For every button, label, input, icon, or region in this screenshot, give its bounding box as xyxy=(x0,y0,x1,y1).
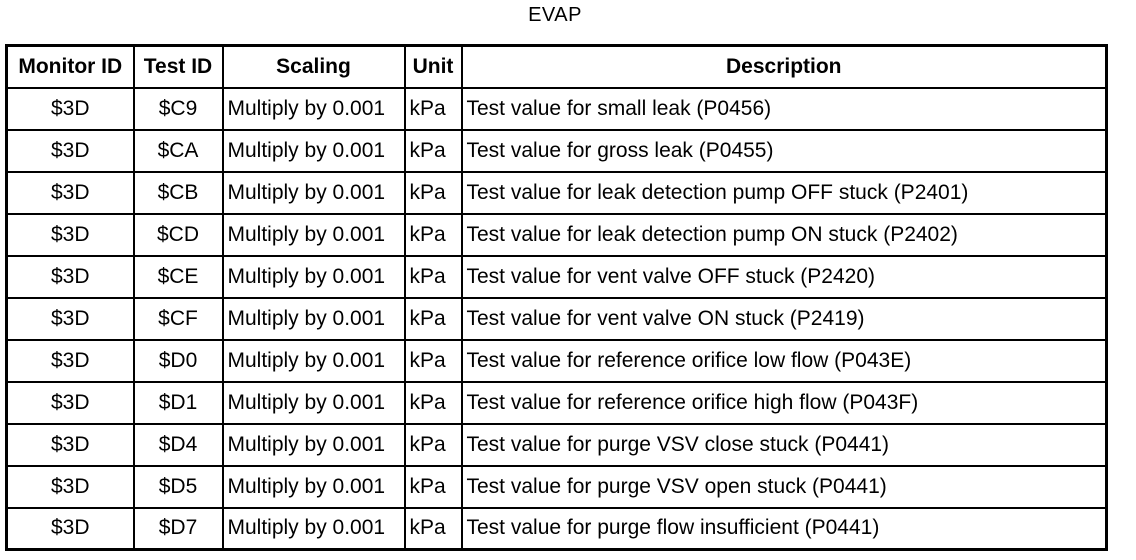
cell-test_id: $C9 xyxy=(132,86,224,131)
cell-monitor_id: $3D xyxy=(5,254,135,299)
cell-monitor_id: $3D xyxy=(5,86,135,131)
cell-unit: kPa xyxy=(403,86,463,131)
column-header-test_id: Test ID xyxy=(132,44,224,89)
cell-test_id: $D1 xyxy=(132,380,224,425)
cell-monitor_id: $3D xyxy=(5,296,135,341)
cell-test_id: $CB xyxy=(132,170,224,215)
column-header-scaling: Scaling xyxy=(221,44,406,89)
cell-scaling: Multiply by 0.001 xyxy=(221,464,406,509)
table-body: $3D $C9 Multiply by 0.001 kPa Test value for… xyxy=(5,86,1108,551)
cell-test_id: $CE xyxy=(132,254,224,299)
cell-unit: kPa xyxy=(403,380,463,425)
table-row: $3D $D1 Multiply by 0.001 kPa Test value for… xyxy=(5,380,1108,425)
cell-test_id: $D4 xyxy=(132,422,224,467)
cell-monitor_id: $3D xyxy=(5,506,135,551)
cell-monitor_id: $3D xyxy=(5,380,135,425)
cell-monitor_id: $3D xyxy=(5,464,135,509)
cell-scaling: Multiply by 0.001 xyxy=(221,506,406,551)
cell-unit: kPa xyxy=(403,254,463,299)
cell-description: Test value for small leak (P0456) xyxy=(460,86,1108,131)
cell-unit: kPa xyxy=(403,464,463,509)
cell-test_id: $D5 xyxy=(132,464,224,509)
cell-test_id: $CF xyxy=(132,296,224,341)
table-row: $3D $CF Multiply by 0.001 kPa Test value for… xyxy=(5,296,1108,341)
table-header: Monitor ID Test ID Scaling Unit Description xyxy=(5,44,1108,89)
cell-description: Test value for reference orifice low flo… xyxy=(460,338,1108,383)
cell-unit: kPa xyxy=(403,212,463,257)
table-row: $3D $D7 Multiply by 0.001 kPa Test value for… xyxy=(5,506,1108,551)
cell-scaling: Multiply by 0.001 xyxy=(221,212,406,257)
cell-scaling: Multiply by 0.001 xyxy=(221,422,406,467)
table-row: $3D $D0 Multiply by 0.001 kPa Test value for… xyxy=(5,338,1108,383)
cell-description: Test value for vent valve OFF stuck (P24… xyxy=(460,254,1108,299)
cell-unit: kPa xyxy=(403,506,463,551)
cell-scaling: Multiply by 0.001 xyxy=(221,296,406,341)
cell-monitor_id: $3D xyxy=(5,170,135,215)
cell-test_id: $CA xyxy=(132,128,224,173)
cell-scaling: Multiply by 0.001 xyxy=(221,128,406,173)
cell-monitor_id: $3D xyxy=(5,128,135,173)
table-row: $3D $CD Multiply by 0.001 kPa Test value for… xyxy=(5,212,1108,257)
table-row: $3D $CA Multiply by 0.001 kPa Test value for… xyxy=(5,128,1108,173)
table-row: $3D $D5 Multiply by 0.001 kPa Test value for… xyxy=(5,464,1108,509)
cell-description: Test value for vent valve ON stuck (P241… xyxy=(460,296,1108,341)
cell-description: Test value for leak detection pump ON st… xyxy=(460,212,1108,257)
cell-scaling: Multiply by 0.001 xyxy=(221,254,406,299)
cell-unit: kPa xyxy=(403,170,463,215)
page-title: EVAP xyxy=(528,4,582,26)
cell-test_id: $D7 xyxy=(132,506,224,551)
column-header-description: Description xyxy=(460,44,1108,89)
cell-scaling: Multiply by 0.001 xyxy=(221,338,406,383)
cell-unit: kPa xyxy=(403,338,463,383)
cell-description: Test value for gross leak (P0455) xyxy=(460,128,1108,173)
table-row: $3D $D4 Multiply by 0.001 kPa Test value for… xyxy=(5,422,1108,467)
cell-unit: kPa xyxy=(403,422,463,467)
cell-test_id: $CD xyxy=(132,212,224,257)
column-header-monitor_id: Monitor ID xyxy=(5,44,135,89)
cell-test_id: $D0 xyxy=(132,338,224,383)
cell-description: Test value for leak detection pump OFF s… xyxy=(460,170,1108,215)
cell-description: Test value for purge VSV close stuck (P0… xyxy=(460,422,1108,467)
column-header-unit: Unit xyxy=(403,44,463,89)
cell-monitor_id: $3D xyxy=(5,212,135,257)
evap-test-table: Monitor ID Test ID Scaling Unit Description … xyxy=(5,44,1108,551)
cell-description: Test value for purge VSV open stuck (P04… xyxy=(460,464,1108,509)
table-row: $3D $C9 Multiply by 0.001 kPa Test value for… xyxy=(5,86,1108,131)
cell-monitor_id: $3D xyxy=(5,422,135,467)
table-row: $3D $CB Multiply by 0.001 kPa Test value for… xyxy=(5,170,1108,215)
cell-scaling: Multiply by 0.001 xyxy=(221,380,406,425)
cell-unit: kPa xyxy=(403,296,463,341)
cell-unit: kPa xyxy=(403,128,463,173)
cell-description: Test value for reference orifice high fl… xyxy=(460,380,1108,425)
table-header-row: Monitor ID Test ID Scaling Unit Description xyxy=(5,44,1108,89)
cell-description: Test value for purge flow insufficient (… xyxy=(460,506,1108,551)
cell-scaling: Multiply by 0.001 xyxy=(221,86,406,131)
cell-scaling: Multiply by 0.001 xyxy=(221,170,406,215)
cell-monitor_id: $3D xyxy=(5,338,135,383)
table-row: $3D $CE Multiply by 0.001 kPa Test value for… xyxy=(5,254,1108,299)
